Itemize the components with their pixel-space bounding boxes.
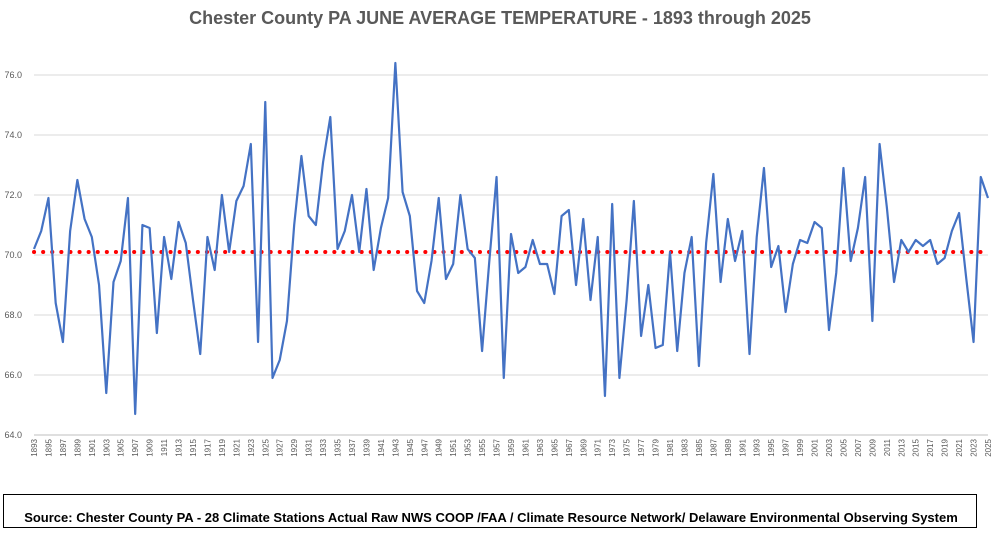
x-tick-label: 1931 — [305, 438, 314, 456]
x-tick-label: 1893 — [30, 438, 39, 456]
x-tick-label: 1943 — [391, 438, 400, 456]
x-tick-label: 1921 — [232, 438, 241, 456]
x-tick-label: 1949 — [435, 438, 444, 456]
x-tick-label: 1987 — [709, 438, 718, 456]
x-tick-label: 2021 — [955, 438, 964, 456]
x-tick-label: 1941 — [377, 438, 386, 456]
x-tick-label: 1935 — [334, 438, 343, 456]
y-axis-ticks: 64.0 66.0 68.0 70.0 72.0 74.0 76.0 — [4, 70, 22, 440]
x-tick-label: 1937 — [348, 438, 357, 456]
y-tick-label: 72.0 — [4, 190, 22, 200]
x-tick-label: 2025 — [984, 438, 993, 456]
x-tick-label: 1989 — [724, 438, 733, 456]
x-tick-label: 1971 — [594, 438, 603, 456]
x-tick-label: 1933 — [319, 438, 328, 456]
x-tick-label: 1991 — [738, 438, 747, 456]
y-tick-label: 68.0 — [4, 310, 22, 320]
x-tick-label: 2007 — [854, 438, 863, 456]
x-tick-label: 1975 — [623, 438, 632, 456]
x-tick-label: 1897 — [59, 438, 68, 456]
x-tick-label: 1925 — [261, 438, 270, 456]
y-tick-label: 64.0 — [4, 430, 22, 440]
source-box: Source: Chester County PA - 28 Climate S… — [3, 494, 977, 528]
x-tick-label: 1951 — [449, 438, 458, 456]
x-tick-label: 1999 — [796, 438, 805, 456]
x-tick-label: 1895 — [44, 438, 53, 456]
x-tick-label: 2005 — [839, 438, 848, 456]
x-tick-label: 1995 — [767, 438, 776, 456]
x-tick-label: 1993 — [753, 438, 762, 456]
x-tick-label: 1957 — [493, 438, 502, 456]
x-tick-label: 2023 — [970, 438, 979, 456]
chart-title: Chester County PA JUNE AVERAGE TEMPERATU… — [189, 8, 811, 28]
x-tick-label: 1939 — [362, 438, 371, 456]
x-tick-label: 1903 — [102, 438, 111, 456]
x-tick-label: 2003 — [825, 438, 834, 456]
y-tick-label: 70.0 — [4, 250, 22, 260]
x-tick-label: 1915 — [189, 438, 198, 456]
x-tick-label: 2019 — [941, 438, 950, 456]
x-tick-label: 1953 — [464, 438, 473, 456]
x-tick-label: 2017 — [926, 438, 935, 456]
y-tick-label: 66.0 — [4, 370, 22, 380]
x-tick-label: 1911 — [160, 438, 169, 456]
x-tick-label: 1977 — [637, 438, 646, 456]
x-tick-label: 1899 — [73, 438, 82, 456]
x-tick-label: 1969 — [579, 438, 588, 456]
x-tick-label: 1963 — [536, 438, 545, 456]
x-tick-label: 1979 — [652, 438, 661, 456]
x-tick-label: 2013 — [897, 438, 906, 456]
x-tick-label: 1961 — [521, 438, 530, 456]
x-tick-label: 1905 — [117, 438, 126, 456]
x-tick-label: 1913 — [175, 438, 184, 456]
x-tick-label: 2015 — [912, 438, 921, 456]
x-tick-label: 1909 — [146, 438, 155, 456]
temperature-series-line — [32, 61, 990, 416]
x-tick-label: 2009 — [868, 438, 877, 456]
x-tick-label: 1959 — [507, 438, 516, 456]
x-tick-label: 1947 — [420, 438, 429, 456]
x-tick-label: 1901 — [88, 438, 97, 456]
x-tick-label: 1981 — [666, 438, 675, 456]
x-tick-label: 1955 — [478, 438, 487, 456]
x-tick-label: 1927 — [276, 438, 285, 456]
source-text: Source: Chester County PA - 28 Climate S… — [24, 510, 958, 525]
y-tick-label: 74.0 — [4, 130, 22, 140]
line-chart: 64.066.068.070.072.074.076.0 1893 1895 189… — [4, 61, 993, 457]
x-tick-label: 1973 — [608, 438, 617, 456]
x-tick-label: 1945 — [406, 438, 415, 456]
x-tick-label: 2001 — [811, 438, 820, 456]
x-tick-label: 1919 — [218, 438, 227, 456]
x-tick-label: 1997 — [782, 438, 791, 456]
x-tick-label: 1965 — [550, 438, 559, 456]
x-tick-label: 1983 — [680, 438, 689, 456]
x-tick-label: 1985 — [695, 438, 704, 456]
x-tick-label: 1923 — [247, 438, 256, 456]
x-axis-ticks: 1893 1895 1897 1899 1901 1903 1905 1907 1909 1911… — [30, 438, 993, 456]
x-tick-label: 1907 — [131, 438, 140, 456]
x-tick-label: 1929 — [290, 438, 299, 456]
series-layer — [32, 61, 990, 416]
y-tick-label: 76.0 — [4, 70, 22, 80]
x-tick-label: 1967 — [565, 438, 574, 456]
x-tick-label: 1917 — [203, 438, 212, 456]
x-tick-label: 2011 — [883, 438, 892, 456]
